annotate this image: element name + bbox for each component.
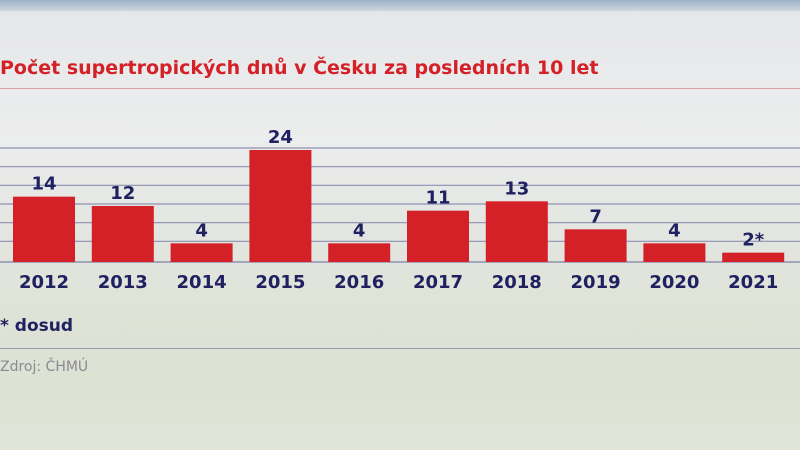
footnote-divider: [0, 348, 800, 349]
x-tick-label: 2018: [492, 272, 542, 293]
x-tick-label: 2021: [728, 272, 778, 293]
footnote: * dosud: [0, 316, 74, 336]
bar: [328, 243, 391, 262]
x-tick-label: 2020: [649, 272, 699, 293]
data-label: 4: [668, 220, 681, 241]
bar: [407, 210, 469, 262]
data-label: 12: [110, 183, 135, 204]
data-label: 13: [504, 178, 529, 199]
data-label: 4: [195, 220, 208, 241]
data-label: 24: [268, 127, 293, 148]
x-tick-label: 2017: [413, 272, 463, 293]
data-label: 11: [425, 188, 450, 209]
bar: [485, 201, 548, 262]
bar: [91, 206, 154, 262]
bar-chart: 14 2012 12 2013 4 2014 24 2015 4 2016 11 2017 13 2018…: [0, 127, 800, 293]
bar: [643, 243, 706, 262]
bar: [249, 150, 312, 262]
data-label: 4: [353, 220, 366, 241]
x-tick-label: 2013: [98, 272, 148, 293]
source-note: Zdroj: ČHMÚ: [0, 359, 89, 375]
x-tick-label: 2019: [571, 272, 621, 293]
bar: [564, 229, 627, 262]
x-tick-label: 2016: [334, 272, 384, 293]
x-tick-label: 2015: [255, 272, 305, 293]
x-tick-label: 2012: [19, 272, 69, 293]
title-divider: [0, 88, 800, 89]
chart-title: Počet supertropických dnů v Česku za pos…: [0, 57, 599, 79]
data-label: 7: [589, 206, 602, 227]
bar: [13, 196, 75, 262]
x-tick-label: 2014: [177, 272, 227, 293]
data-label: 14: [31, 174, 56, 195]
bar: [722, 252, 785, 262]
bar: [170, 243, 233, 262]
data-label: 2*: [742, 230, 765, 251]
